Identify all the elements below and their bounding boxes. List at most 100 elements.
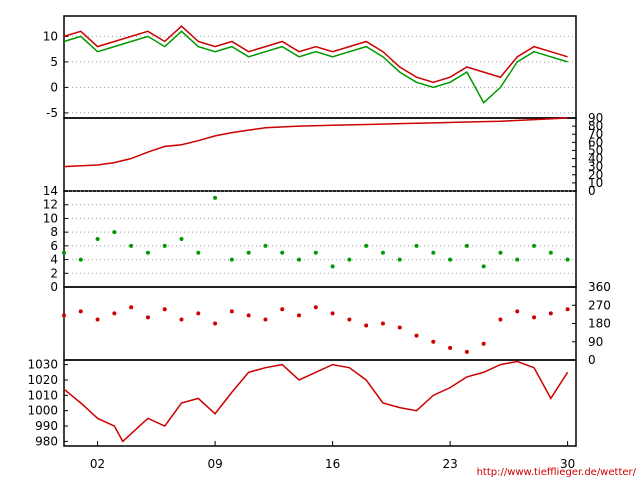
data-point-wind_speed (179, 237, 184, 241)
data-point-wind_direction (498, 317, 503, 322)
y-tick-label: 360 (588, 280, 611, 294)
y-tick-label: 50 (588, 143, 603, 157)
data-point-wind_direction (448, 345, 453, 350)
y-tick-label: 80 (588, 119, 603, 133)
y-tick-label: 70 (588, 127, 603, 141)
data-point-wind_speed (263, 243, 268, 248)
y-tick-label: -5 (46, 106, 58, 120)
y-tick-label: 5 (50, 55, 58, 69)
data-point-wind_direction (179, 317, 184, 322)
data-point-wind_direction (532, 315, 537, 320)
data-point-wind_direction (297, 313, 302, 318)
y-tick-label: 2 (50, 266, 58, 280)
x-tick-label: 09 (207, 457, 222, 471)
data-point-wind_direction (380, 321, 385, 326)
data-point-wind_direction (397, 325, 402, 330)
data-point-wind_direction (364, 323, 369, 328)
y-tick-label: 1020 (27, 373, 58, 387)
data-point-wind_speed (548, 250, 553, 255)
data-point-wind_speed (347, 257, 352, 262)
data-point-wind_direction (515, 309, 520, 314)
data-point-wind_speed (95, 237, 100, 241)
y-tick-label: 14 (43, 184, 58, 198)
data-point-wind_direction (313, 305, 318, 310)
panel-frame-pressure (63, 359, 577, 447)
data-point-wind_direction (196, 311, 201, 316)
data-point-wind_direction (213, 321, 218, 326)
y-tick-label: 10 (43, 29, 58, 43)
panel-frame-temperature (63, 15, 577, 119)
data-point-wind_speed (397, 257, 402, 262)
y-tick-label: 6 (50, 239, 58, 253)
data-point-wind_direction (145, 315, 150, 320)
y-tick-label: 60 (588, 135, 603, 149)
panel-frame-wind_direction (63, 286, 577, 361)
data-point-wind_direction (330, 311, 335, 316)
data-point-wind_direction (229, 309, 234, 314)
data-point-wind_speed (162, 243, 167, 248)
y-tick-label: 12 (43, 198, 58, 212)
data-point-wind_speed (481, 264, 486, 269)
y-tick-label: 0 (50, 80, 58, 94)
data-point-wind_speed (330, 264, 335, 269)
data-point-wind_speed (112, 230, 117, 235)
x-tick-label: 23 (442, 457, 457, 471)
y-tick-label: 180 (588, 317, 611, 331)
data-point-wind_direction (162, 307, 167, 312)
data-point-wind_direction (431, 339, 436, 344)
y-tick-label: 4 (50, 253, 58, 267)
data-point-wind_direction (280, 307, 285, 312)
data-point-wind_direction (263, 317, 268, 322)
y-tick-label: 0 (588, 353, 596, 367)
data-point-wind_speed (364, 243, 369, 248)
data-point-wind_direction (62, 313, 66, 318)
y-tick-label: 30 (588, 160, 603, 174)
data-point-wind_direction (78, 309, 83, 314)
data-point-wind_speed (464, 243, 469, 248)
y-tick-label: 980 (35, 434, 58, 448)
data-point-wind_speed (431, 250, 436, 255)
y-tick-label: 40 (588, 152, 603, 166)
data-point-wind_speed (448, 257, 453, 262)
data-point-wind_speed (78, 257, 83, 262)
data-point-wind_direction (129, 305, 134, 310)
data-point-wind_direction (112, 311, 117, 316)
y-tick-label: 0 (588, 184, 596, 198)
y-tick-label: 990 (35, 419, 58, 433)
y-tick-label: 20 (588, 168, 603, 182)
data-point-wind_speed (565, 257, 570, 262)
data-point-wind_direction (95, 317, 100, 322)
data-point-wind_speed (62, 250, 66, 255)
data-point-wind_speed (313, 250, 318, 255)
data-point-wind_direction (246, 313, 251, 318)
data-point-wind_direction (347, 317, 352, 322)
data-point-wind_speed (532, 243, 537, 248)
y-tick-label: 90 (588, 335, 603, 349)
x-tick-label: 16 (325, 457, 340, 471)
y-tick-label: 0 (50, 280, 58, 294)
data-point-wind_speed (498, 250, 503, 255)
series-line-temperature-0 (63, 25, 568, 84)
data-point-wind_direction (414, 333, 419, 338)
data-point-wind_direction (548, 311, 553, 316)
credit-link[interactable]: http://www.tiefflieger.de/wetter/ (476, 467, 636, 478)
data-point-wind_speed (196, 250, 201, 255)
data-point-wind_speed (246, 250, 251, 255)
data-point-wind_speed (380, 250, 385, 255)
data-point-wind_speed (515, 257, 520, 262)
data-point-wind_speed (297, 257, 302, 262)
x-tick-label: 02 (90, 457, 105, 471)
y-tick-label: 1030 (27, 358, 58, 372)
series-line-rain-0 (63, 117, 568, 168)
data-point-wind_direction (565, 307, 570, 312)
data-point-wind_speed (414, 243, 419, 248)
series-line-pressure-0 (63, 360, 569, 443)
series-line-temperature-1 (63, 30, 568, 104)
y-tick-label: 1000 (27, 404, 58, 418)
data-point-wind_direction (464, 349, 469, 354)
y-tick-label: 90 (588, 111, 603, 125)
data-point-wind_speed (129, 243, 134, 248)
x-tick-label: 30 (560, 457, 575, 471)
data-point-wind_speed (280, 250, 285, 255)
